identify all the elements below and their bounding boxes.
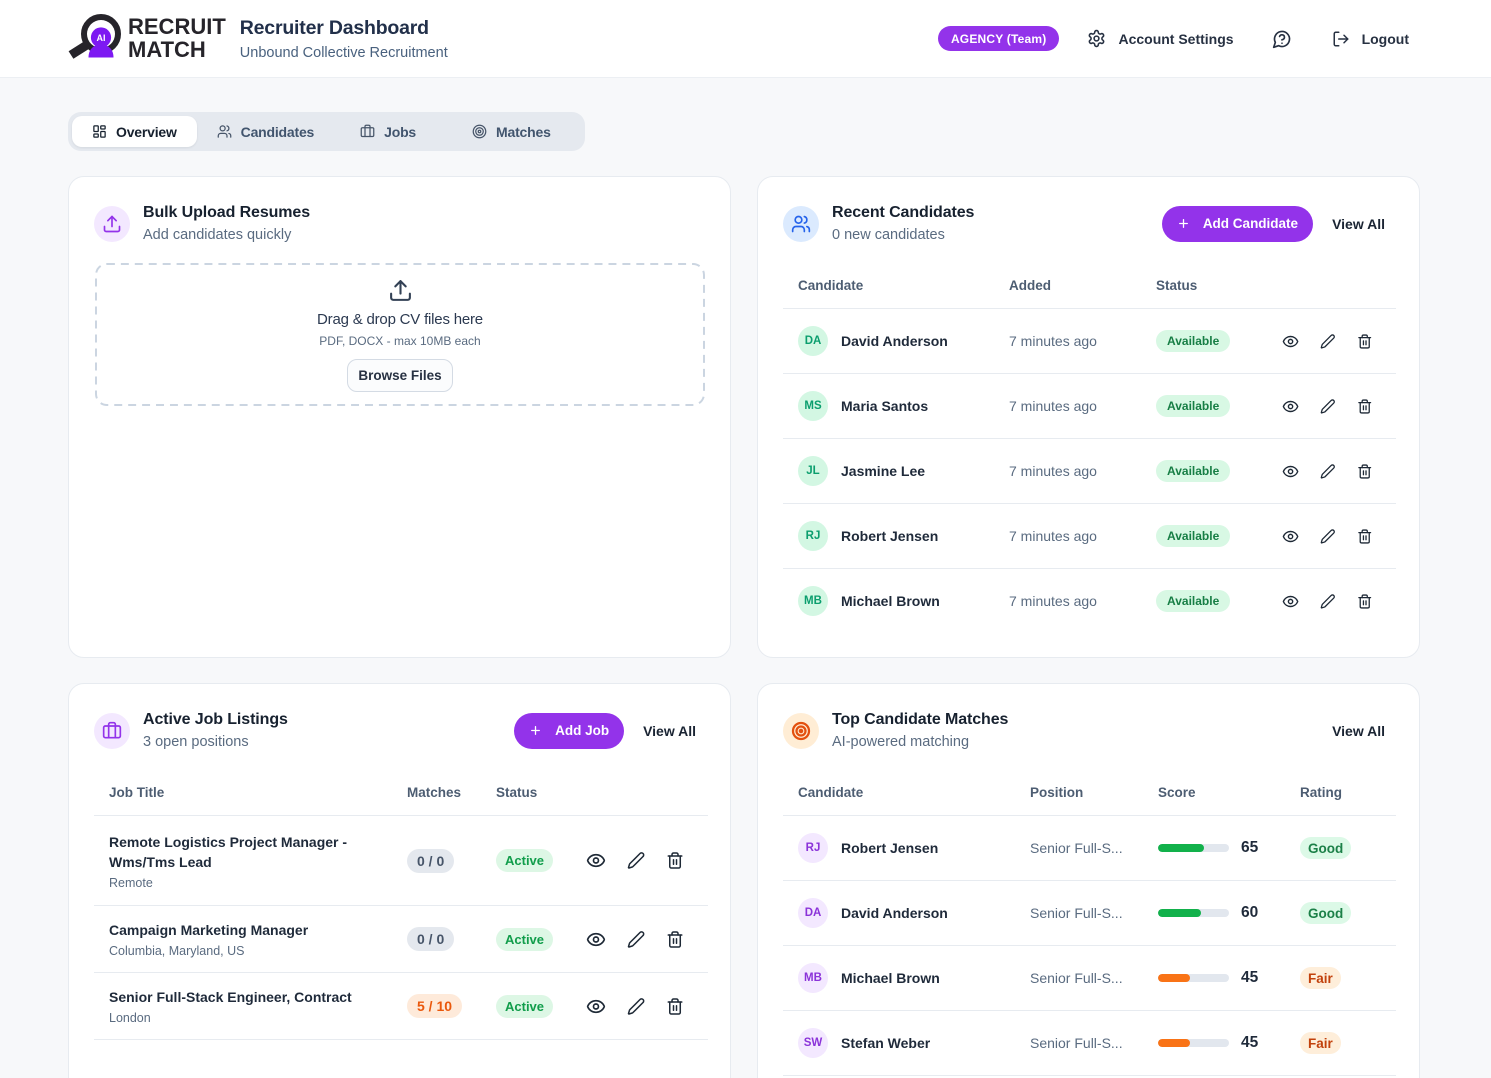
svg-text:AI: AI	[97, 33, 106, 43]
